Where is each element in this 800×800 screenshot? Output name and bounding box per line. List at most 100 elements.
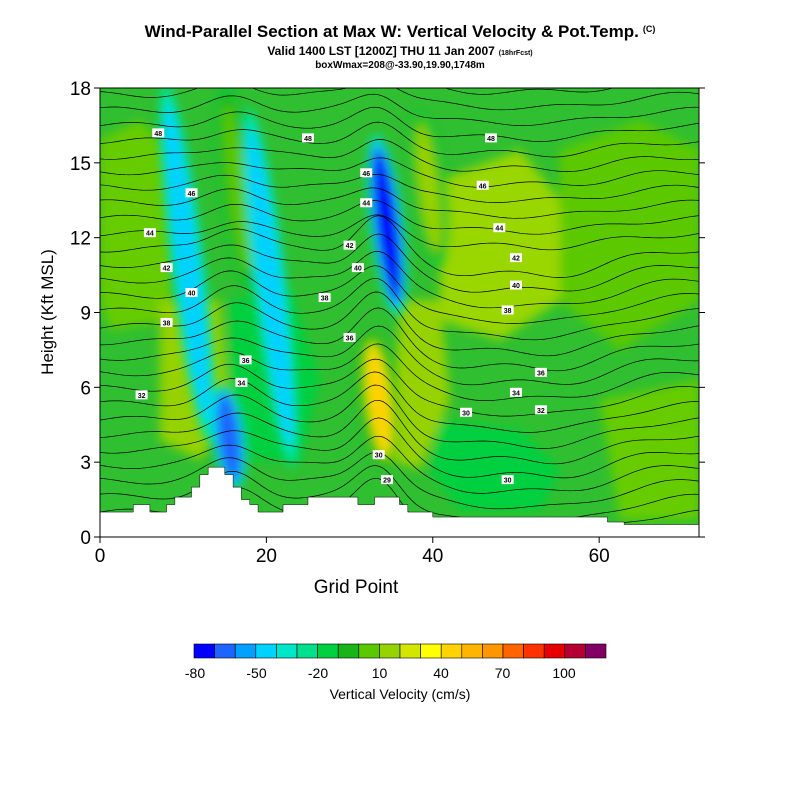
colorbar: -80 -50 -20 10 40 70 100 Vertical Velocity (cm… (185, 643, 607, 702)
isentrope-line (100, 187, 699, 219)
contour-label-bg (152, 128, 165, 138)
isentrope-line (100, 121, 699, 158)
contour-label: 48 (485, 133, 498, 143)
contour-label-bg (301, 133, 314, 143)
colorbar-box (379, 643, 401, 659)
colorbar-box (399, 643, 421, 659)
contour-label-bg (360, 168, 373, 178)
x-axis-label: Grid Point (314, 577, 399, 598)
contour-label-bg (360, 198, 373, 208)
contour-label-bg (381, 475, 394, 485)
contour-label-bg (185, 288, 198, 298)
x-tick-label: 0 (95, 546, 106, 567)
contour-label-bg (509, 387, 522, 397)
isentrope-contours (100, 88, 699, 537)
isentrope-line (100, 358, 699, 417)
y-tick-label: 3 (80, 453, 91, 474)
contour-label-text: 46 (188, 191, 196, 198)
contour-label: 40 (509, 280, 522, 290)
terrain-profile (99, 466, 700, 538)
contour-label-text: 46 (362, 171, 370, 178)
contour-label: 44 (143, 228, 156, 238)
contour-label: 36 (534, 367, 547, 377)
contour-label-text: 38 (504, 308, 512, 315)
contour-label: 30 (460, 407, 473, 417)
x-tick-label: 20 (256, 546, 277, 567)
contour-label-bg (239, 355, 252, 365)
chart-title: Wind-Parallel Section at Max W: Vertical… (0, 22, 800, 42)
contour-label-text: 30 (375, 453, 383, 460)
contour-label-bg (534, 367, 547, 377)
isentrope-line (100, 88, 699, 111)
isentrope-line (100, 174, 699, 203)
field-light-area (440, 150, 560, 340)
contour-label: 48 (301, 133, 314, 143)
colorbar-box (214, 643, 236, 659)
isentrope-line (100, 277, 699, 341)
contour-label-text: 36 (537, 370, 545, 377)
contour-label: 46 (185, 188, 198, 198)
isentrope-line (100, 214, 699, 251)
y-tick-label: 6 (80, 378, 91, 399)
isentrope-line (100, 139, 699, 172)
colorbar-title: Vertical Velocity (cm/s) (330, 686, 471, 702)
x-tick-label: 40 (422, 546, 443, 567)
contour-label-text: 42 (163, 266, 171, 273)
isentrope-line (100, 343, 699, 401)
isentrope-line (100, 451, 699, 510)
contour-labels: 48 48 48 46 46 46 44 44 44 42 42 42 40 40 40 38 38 38 36 36… (135, 128, 547, 485)
contour-label-text: 48 (487, 136, 495, 143)
colorbar-tick-label: 100 (552, 665, 576, 681)
contour-label: 32 (135, 390, 148, 400)
contour-label: 30 (372, 450, 385, 460)
contour-label-text: 44 (495, 226, 503, 233)
colorbar-box (420, 643, 442, 659)
colorbar-box (317, 643, 339, 659)
colorbar-box (358, 643, 380, 659)
isentrope-line (100, 265, 699, 324)
contour-label-bg (501, 305, 514, 315)
isentrope-line (100, 106, 699, 142)
contour-label-bg (460, 407, 473, 417)
isentrope-line (100, 325, 699, 386)
contour-label: 36 (343, 332, 356, 342)
y-tick-label: 9 (80, 304, 91, 325)
forecast-tag: (18hrFcst) (498, 50, 533, 57)
box-info-line: boxWmax=208@-33.90,19.90,1748m (315, 60, 485, 71)
contour-label-text: 42 (512, 256, 520, 263)
field-medium-area (430, 420, 560, 510)
copyright-mark: (C) (642, 24, 656, 34)
contour-label-text: 34 (238, 380, 246, 387)
contour-label: 46 (476, 180, 489, 190)
contour-label-text: 36 (242, 358, 250, 365)
colorbar-tick-label: 70 (495, 665, 511, 681)
isentrope-line (100, 233, 699, 293)
colorbar-tick-label: 40 (433, 665, 449, 681)
contour-label-text: 40 (512, 283, 520, 290)
contour-label-bg (501, 475, 514, 485)
valid-time-text: Valid 1400 LST [1200Z] THU 11 Jan 2007 (267, 44, 495, 58)
contour-label-bg (235, 377, 248, 387)
contour-label-text: 44 (146, 231, 154, 238)
contour-label: 34 (509, 387, 522, 397)
colorbar-box (543, 643, 566, 659)
isentrope-line (100, 371, 699, 433)
isentrope-line (443, 88, 615, 95)
contour-label: 38 (318, 293, 331, 303)
colorbar-ticks: -80 -50 -20 10 40 70 100 (185, 665, 576, 681)
isentrope-line (100, 291, 699, 357)
downdraft-cell (374, 151, 401, 299)
isentrope-line (100, 215, 699, 278)
colorbar-box (564, 643, 586, 659)
field-light-area (600, 380, 699, 520)
field-light-area (390, 300, 450, 470)
isentrope-line (100, 384, 699, 449)
vertical-velocity-field (100, 88, 699, 537)
contour-label-text: 38 (163, 320, 171, 327)
colorbar-box (193, 643, 215, 659)
colorbar-box (585, 643, 607, 659)
downdraft-cell (167, 115, 208, 410)
contour-label: 48 (152, 128, 165, 138)
isentrope-line (100, 93, 699, 126)
